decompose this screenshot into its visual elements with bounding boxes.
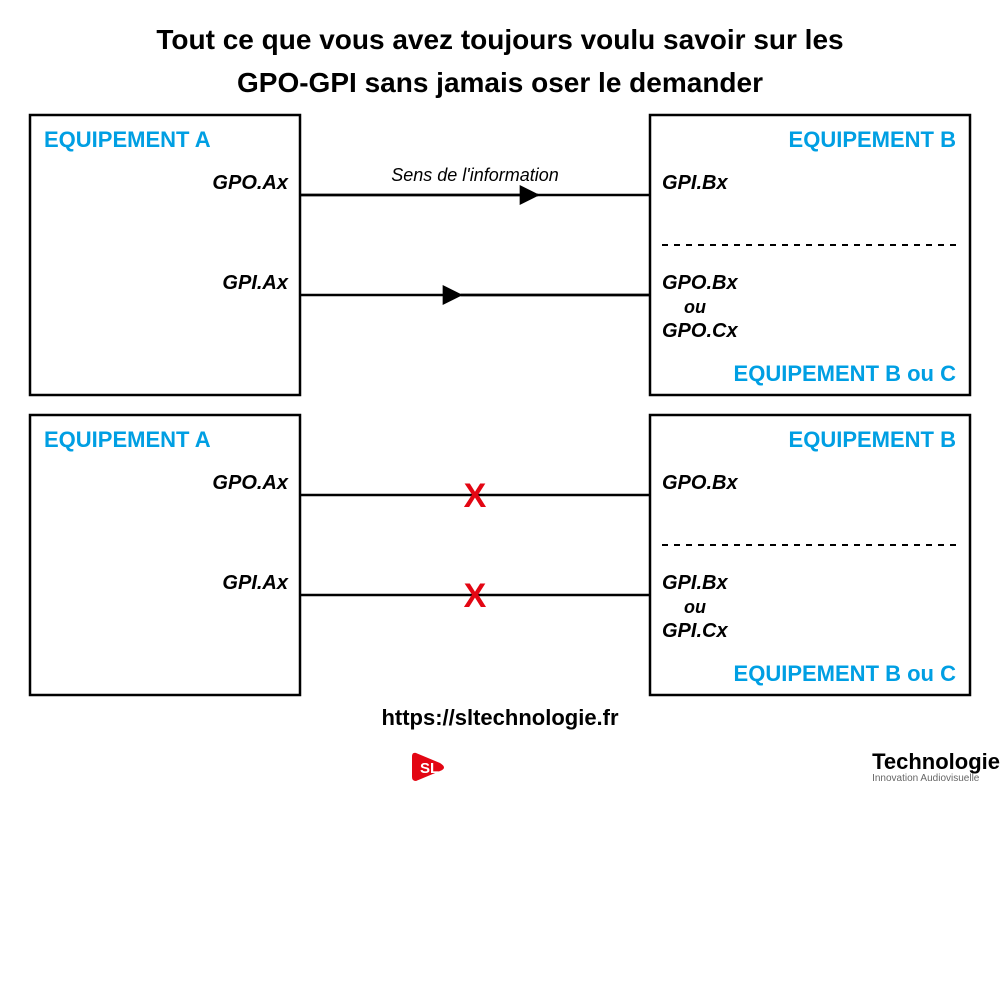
svg-text:EQUIPEMENT B ou C: EQUIPEMENT B ou C <box>734 361 957 386</box>
svg-text:EQUIPEMENT A: EQUIPEMENT A <box>44 427 211 452</box>
svg-text:SL: SL <box>420 760 439 777</box>
diagram-block-1: EQUIPEMENT A EQUIPEMENT B EQUIPEMENT B ou … <box>10 105 990 405</box>
svg-text:GPO.Bx: GPO.Bx <box>662 272 738 294</box>
svg-text:GPI.Bx: GPI.Bx <box>662 572 728 594</box>
svg-text:X: X <box>464 477 487 515</box>
logo-icon: SL <box>410 749 456 785</box>
page-title: Tout ce que vous avez toujours voulu sav… <box>0 0 1000 105</box>
logo: SL Technologie Innovation Audiovisuelle <box>0 749 1000 785</box>
footer-url: https://sltechnologie.fr <box>0 705 1000 731</box>
diagram-block-2: EQUIPEMENT A EQUIPEMENT B EQUIPEMENT B ou … <box>10 405 990 705</box>
svg-text:ou: ou <box>684 597 706 617</box>
svg-text:Sens de l'information: Sens de l'information <box>391 165 559 185</box>
svg-text:ou: ou <box>684 297 706 317</box>
svg-text:EQUIPEMENT B: EQUIPEMENT B <box>789 427 956 452</box>
logo-main-text: Technologie <box>872 749 1000 775</box>
title-line2: GPO-GPI sans jamais oser le demander <box>237 67 763 98</box>
svg-text:GPO.Ax: GPO.Ax <box>212 172 288 194</box>
url-text: https://sltechnologie.fr <box>381 705 618 730</box>
svg-text:EQUIPEMENT B ou C: EQUIPEMENT B ou C <box>734 661 957 686</box>
svg-text:EQUIPEMENT B: EQUIPEMENT B <box>789 127 956 152</box>
title-line1: Tout ce que vous avez toujours voulu sav… <box>156 24 843 55</box>
svg-text:EQUIPEMENT A: EQUIPEMENT A <box>44 127 211 152</box>
svg-text:GPO.Bx: GPO.Bx <box>662 472 738 494</box>
svg-text:GPI.Bx: GPI.Bx <box>662 172 728 194</box>
svg-text:GPI.Ax: GPI.Ax <box>222 272 288 294</box>
svg-text:X: X <box>464 577 487 615</box>
svg-text:GPO.Ax: GPO.Ax <box>212 472 288 494</box>
svg-text:GPI.Ax: GPI.Ax <box>222 572 288 594</box>
svg-text:GPO.Cx: GPO.Cx <box>662 320 738 342</box>
logo-text-block: Technologie Innovation Audiovisuelle <box>872 749 1000 784</box>
svg-text:GPI.Cx: GPI.Cx <box>662 620 728 642</box>
